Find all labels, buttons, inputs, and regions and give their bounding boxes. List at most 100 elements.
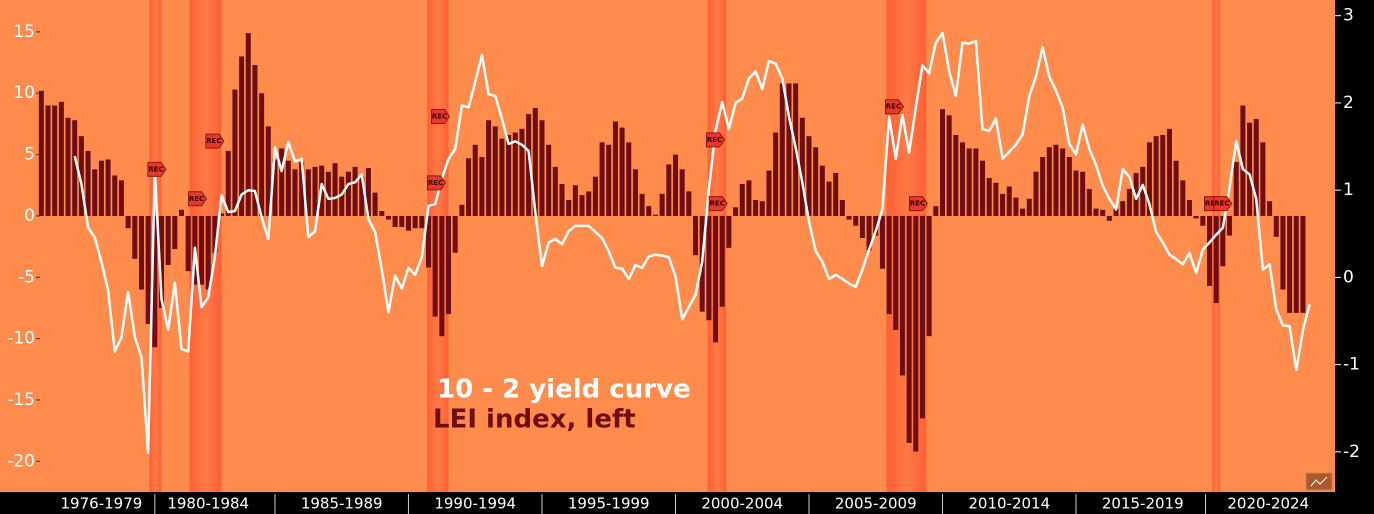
bar (626, 142, 632, 216)
bar (1166, 128, 1172, 216)
bar (873, 215, 879, 236)
plot-background (0, 0, 1335, 492)
rec-marker (147, 161, 167, 177)
rec-label: REC (910, 200, 925, 208)
bar (132, 215, 138, 259)
bar (1280, 215, 1286, 290)
bar (466, 158, 472, 216)
x-tick-label: 2015-2019 (1102, 495, 1184, 513)
bar (1000, 193, 1006, 216)
bar (1213, 215, 1219, 304)
bar (165, 215, 171, 266)
bar (799, 117, 805, 216)
y-tick-label: 5 (24, 145, 35, 165)
bar (1273, 215, 1279, 237)
rec-label: REC (707, 136, 722, 144)
bar (426, 215, 431, 268)
bar (986, 177, 992, 216)
bar (352, 166, 358, 216)
y-tick-label: 15 (13, 22, 35, 42)
bar (1227, 215, 1233, 236)
bar (632, 169, 638, 216)
bar (693, 215, 699, 256)
bar (245, 33, 251, 216)
bar (899, 215, 905, 376)
bar (966, 148, 972, 216)
bar (539, 120, 545, 216)
bar (299, 161, 305, 216)
bar (65, 117, 71, 216)
bar (239, 56, 245, 216)
bar (499, 138, 505, 216)
chart-icon[interactable] (1305, 472, 1333, 491)
bar (566, 199, 572, 216)
bar (980, 160, 986, 216)
bar (1193, 215, 1199, 219)
bar (1086, 188, 1092, 216)
bar (52, 105, 58, 216)
bar (1120, 201, 1126, 216)
bar (612, 121, 618, 216)
bar (686, 191, 692, 216)
x-tick-label: 1985-1989 (301, 495, 383, 513)
bar (666, 164, 672, 216)
bar (432, 215, 438, 317)
bar (232, 89, 238, 216)
bar (739, 184, 745, 216)
bar (399, 215, 405, 227)
y2-tick-label: 3 (1343, 6, 1354, 26)
bar (1186, 199, 1192, 216)
rec-label: REC (189, 195, 204, 203)
bar (719, 215, 725, 307)
rec-marker (1213, 196, 1233, 212)
bar (92, 169, 98, 216)
x-tick-label: 2020-2024 (1227, 495, 1309, 513)
bar (586, 191, 592, 216)
x-tick-label: 2000-2004 (701, 495, 783, 513)
bar (839, 199, 845, 216)
bar (1253, 119, 1259, 216)
y-tick-label: -5 (18, 267, 35, 287)
bar (1287, 215, 1293, 313)
y-tick-label: -15 (7, 390, 35, 410)
x-tick-label: 1995-1999 (568, 495, 650, 513)
rec-marker (908, 196, 929, 212)
bar (833, 172, 839, 216)
bar (205, 215, 211, 290)
bar (479, 157, 485, 216)
bar (853, 215, 859, 226)
bar (332, 163, 338, 216)
bar (552, 166, 558, 216)
line (73, 31, 1311, 454)
bar (285, 160, 291, 216)
bar (806, 136, 812, 216)
bar (973, 148, 979, 216)
bar (733, 207, 739, 216)
bar (1106, 215, 1112, 221)
bar (252, 65, 258, 216)
bar (779, 83, 785, 216)
bar (919, 215, 925, 419)
bar (492, 126, 498, 216)
bar (185, 215, 191, 272)
bar (325, 171, 331, 216)
bar (512, 132, 518, 216)
bar (58, 101, 64, 216)
bar (759, 201, 765, 216)
rec-label: REC (432, 113, 447, 121)
bar (579, 195, 585, 216)
bar (219, 213, 225, 216)
rec-label: REC (428, 179, 443, 187)
bar (646, 206, 652, 216)
rec-label: REC (1205, 200, 1220, 208)
bar (1033, 171, 1039, 216)
bar (179, 209, 185, 216)
bar (1160, 134, 1166, 216)
y2-tick-label: -1 (1343, 355, 1360, 375)
x-tick-label: 2010-2014 (968, 495, 1050, 513)
bar (38, 90, 44, 216)
bar (819, 165, 825, 216)
bar (592, 176, 598, 216)
bar (1293, 215, 1299, 313)
bar (1267, 201, 1273, 216)
